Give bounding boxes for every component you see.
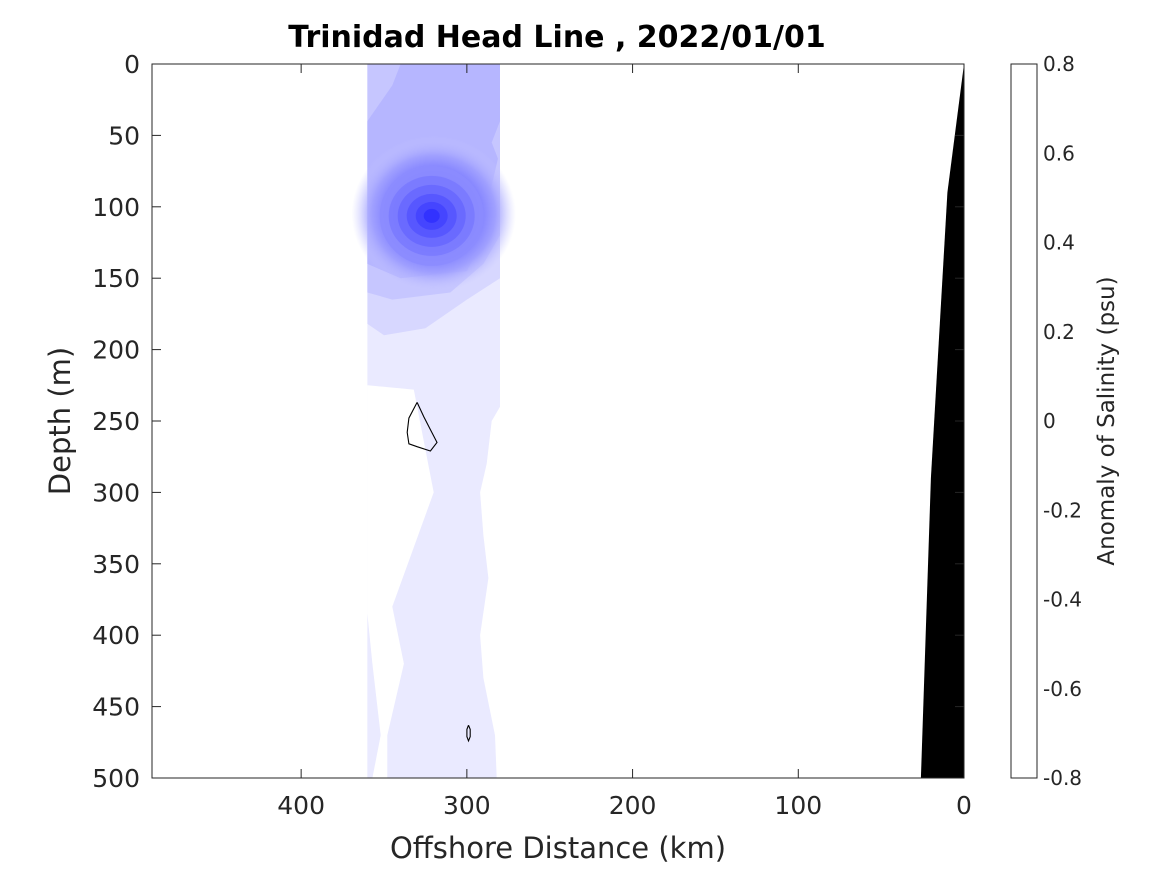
colorbar-label: Anomaly of Salinity (psu) bbox=[1094, 276, 1120, 565]
anomaly-zero-region bbox=[367, 385, 434, 778]
colorbar-tick-label: 0.4 bbox=[1043, 231, 1075, 255]
colorbar: -0.8 -0.6 -0.4 -0.2 0 0.2 0.4 0.6 0.8 bbox=[1010, 52, 1082, 790]
anomaly-field bbox=[351, 64, 516, 778]
y-tick-label: 0 bbox=[124, 50, 140, 79]
colorbar-frame bbox=[1010, 63, 1038, 779]
zero-contour-0 bbox=[406, 402, 438, 452]
colorbar-tick-label: -0.4 bbox=[1043, 588, 1082, 612]
y-tick-label: 50 bbox=[108, 121, 140, 150]
chart-title: Trinidad Head Line , 2022/01/01 bbox=[288, 20, 825, 55]
x-tick-label: 100 bbox=[774, 791, 822, 820]
y-tick-label: 400 bbox=[92, 621, 140, 650]
y-axis: 0 50 100 150 200 250 300 350 400 450 500 bbox=[92, 50, 964, 793]
zero-contour-1 bbox=[466, 724, 471, 743]
colorbar-tick-label: 0.2 bbox=[1043, 320, 1075, 344]
plot-frame bbox=[151, 63, 965, 779]
x-tick-label: 300 bbox=[443, 791, 491, 820]
bathymetry bbox=[920, 64, 964, 778]
y-tick-label: 300 bbox=[92, 478, 140, 507]
y-tick-label: 200 bbox=[92, 336, 140, 365]
anomaly-band-faint-right bbox=[466, 313, 500, 364]
anomaly-zero-patch bbox=[490, 606, 500, 693]
x-axis-label: Offshore Distance (km) bbox=[390, 831, 726, 865]
anomaly-notch bbox=[491, 121, 500, 164]
x-axis: 400 300 200 100 0 bbox=[277, 64, 972, 820]
y-tick-label: 500 bbox=[92, 764, 140, 793]
colorbar-tick-label: 0 bbox=[1043, 409, 1056, 433]
y-axis-label: Depth (m) bbox=[43, 347, 77, 495]
y-tick-label: 150 bbox=[92, 264, 140, 293]
colorbar-tick-label: 0.6 bbox=[1043, 141, 1075, 165]
x-tick-label: 200 bbox=[609, 791, 657, 820]
colorbar-tick-label: -0.2 bbox=[1043, 498, 1082, 522]
x-tick-label: 0 bbox=[956, 791, 972, 820]
y-tick-label: 350 bbox=[92, 550, 140, 579]
y-tick-label: 250 bbox=[92, 407, 140, 436]
anomaly-core-ring-5 bbox=[423, 208, 440, 223]
x-tick-label: 400 bbox=[277, 791, 325, 820]
anomaly-band-faint-bottom bbox=[367, 613, 381, 778]
y-tick-label: 100 bbox=[92, 193, 140, 222]
zero-contours bbox=[406, 402, 471, 743]
anomaly-zero-patch bbox=[491, 486, 500, 536]
colorbar-tick-label: -0.8 bbox=[1043, 766, 1082, 790]
y-tick-label: 450 bbox=[92, 693, 140, 722]
colorbar-tick-label: 0.8 bbox=[1043, 52, 1075, 76]
seafloor-polygon bbox=[920, 64, 964, 778]
colorbar-tick-label: -0.6 bbox=[1043, 677, 1082, 701]
